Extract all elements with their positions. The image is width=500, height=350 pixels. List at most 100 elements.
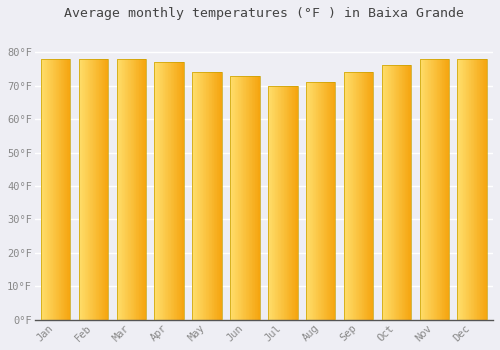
Bar	[192, 72, 193, 320]
Bar	[285, 85, 286, 320]
Bar	[48, 59, 49, 320]
Bar	[234, 76, 236, 320]
Bar	[78, 59, 80, 320]
Bar	[310, 82, 311, 320]
Bar	[388, 65, 389, 320]
Bar	[269, 85, 270, 320]
Bar	[193, 72, 194, 320]
Bar	[98, 59, 100, 320]
Bar	[270, 85, 271, 320]
Bar	[50, 59, 51, 320]
Bar	[258, 76, 259, 320]
Bar	[141, 59, 142, 320]
Bar	[156, 62, 158, 320]
Bar	[136, 59, 137, 320]
Bar	[357, 72, 358, 320]
Bar	[103, 59, 104, 320]
Bar	[210, 72, 211, 320]
Bar	[286, 85, 288, 320]
Bar	[230, 76, 231, 320]
Bar	[233, 76, 234, 320]
Bar	[199, 72, 200, 320]
Bar	[293, 85, 294, 320]
Bar	[323, 82, 324, 320]
Bar	[134, 59, 135, 320]
Bar	[81, 59, 82, 320]
Bar	[424, 59, 426, 320]
Bar	[123, 59, 124, 320]
Bar	[383, 65, 384, 320]
Bar	[448, 59, 449, 320]
Bar	[218, 72, 219, 320]
Bar	[257, 76, 258, 320]
Bar	[458, 59, 487, 320]
Bar	[436, 59, 438, 320]
Bar	[46, 59, 48, 320]
Bar	[329, 82, 330, 320]
Bar	[296, 85, 297, 320]
Bar	[138, 59, 140, 320]
Bar	[317, 82, 318, 320]
Bar	[292, 85, 293, 320]
Bar	[468, 59, 469, 320]
Bar	[144, 59, 146, 320]
Bar	[350, 72, 351, 320]
Bar	[387, 65, 388, 320]
Bar	[311, 82, 312, 320]
Bar	[278, 85, 279, 320]
Bar	[160, 62, 161, 320]
Bar	[101, 59, 102, 320]
Bar	[271, 85, 272, 320]
Bar	[365, 72, 366, 320]
Bar	[207, 72, 208, 320]
Bar	[466, 59, 467, 320]
Bar	[280, 85, 281, 320]
Bar	[41, 59, 70, 320]
Bar	[315, 82, 316, 320]
Bar	[175, 62, 176, 320]
Bar	[401, 65, 402, 320]
Bar	[86, 59, 87, 320]
Bar	[178, 62, 179, 320]
Bar	[325, 82, 326, 320]
Bar	[402, 65, 403, 320]
Bar	[168, 62, 169, 320]
Bar	[116, 59, 117, 320]
Bar	[206, 72, 207, 320]
Bar	[95, 59, 96, 320]
Bar	[159, 62, 160, 320]
Bar	[121, 59, 122, 320]
Bar	[253, 76, 254, 320]
Bar	[119, 59, 120, 320]
Bar	[87, 59, 88, 320]
Bar	[254, 76, 256, 320]
Bar	[485, 59, 486, 320]
Bar	[176, 62, 178, 320]
Bar	[173, 62, 174, 320]
Bar	[362, 72, 363, 320]
Bar	[82, 59, 83, 320]
Bar	[57, 59, 58, 320]
Bar	[393, 65, 394, 320]
Bar	[421, 59, 422, 320]
Bar	[63, 59, 64, 320]
Bar	[43, 59, 44, 320]
Bar	[96, 59, 97, 320]
Bar	[215, 72, 216, 320]
Bar	[237, 76, 238, 320]
Bar	[462, 59, 464, 320]
Bar	[219, 72, 220, 320]
Bar	[174, 62, 175, 320]
Bar	[394, 65, 395, 320]
Bar	[366, 72, 368, 320]
Bar	[328, 82, 329, 320]
Bar	[459, 59, 460, 320]
Bar	[480, 59, 481, 320]
Bar	[92, 59, 94, 320]
Bar	[444, 59, 446, 320]
Bar	[232, 76, 233, 320]
Bar	[106, 59, 108, 320]
Bar	[116, 59, 146, 320]
Bar	[320, 82, 322, 320]
Bar	[133, 59, 134, 320]
